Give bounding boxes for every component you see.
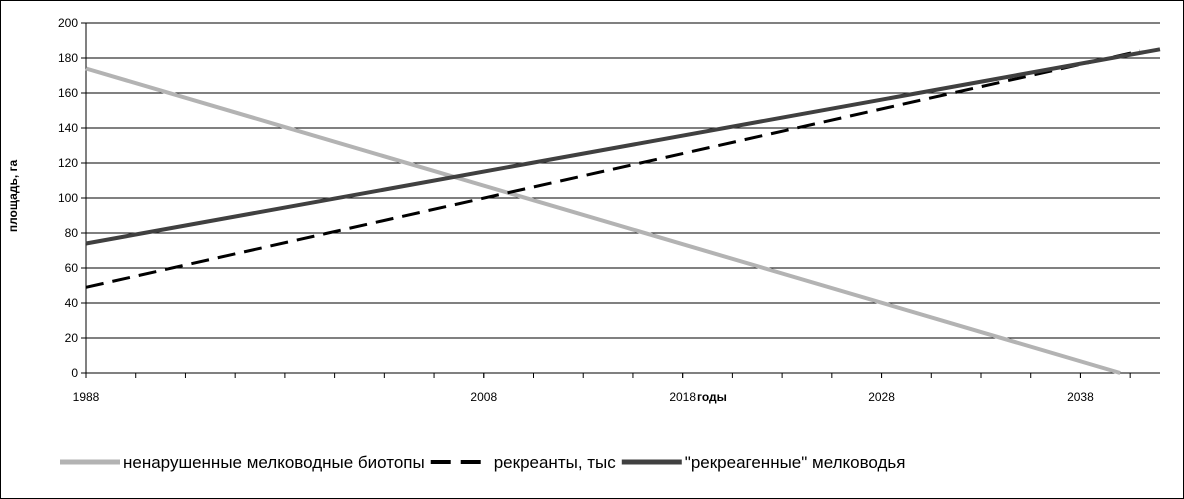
y-tick-label: 140 xyxy=(58,121,78,135)
y-axis-title: площадь, га xyxy=(6,160,20,233)
x-tick-label: 2038 xyxy=(1067,390,1094,404)
y-tick-label: 180 xyxy=(58,51,78,65)
y-tick-label: 120 xyxy=(58,156,78,170)
series-line-2 xyxy=(85,47,1161,246)
x-tick-label: 2018 xyxy=(669,390,696,404)
x-tick-label: 2008 xyxy=(470,390,497,404)
y-tick-label: 100 xyxy=(58,191,78,205)
y-ticks: 0 20 40 60 80 100 120 140 160 180 200 xyxy=(58,16,86,380)
series-line-0 xyxy=(85,66,1121,375)
series-lines xyxy=(85,47,1161,375)
x-ticks: 1988 2008 2018 2028 2038 xyxy=(73,373,1094,404)
y-tick-label: 160 xyxy=(58,86,78,100)
series-line-1 xyxy=(85,49,1141,289)
gridlines xyxy=(86,22,1160,339)
legend-label-0: ненарушенные мелководные биотопы xyxy=(123,453,425,472)
y-tick-label: 200 xyxy=(58,16,78,30)
x-minor-ticks xyxy=(135,373,1131,378)
legend-label-1: рекреанты, тыс xyxy=(494,453,617,472)
y-tick-label: 40 xyxy=(65,296,79,310)
x-tick-label: 2028 xyxy=(868,390,895,404)
y-tick-label: 80 xyxy=(65,226,79,240)
x-axis-title: годы xyxy=(697,390,727,404)
x-tick-label: 1988 xyxy=(73,390,100,404)
y-tick-label: 20 xyxy=(65,331,79,345)
legend: ненарушенные мелководные биотопы рекреант… xyxy=(60,453,906,472)
legend-label-2: "рекреагенные" мелководья xyxy=(685,453,906,472)
y-tick-label: 0 xyxy=(71,366,78,380)
y-tick-label: 60 xyxy=(65,261,79,275)
